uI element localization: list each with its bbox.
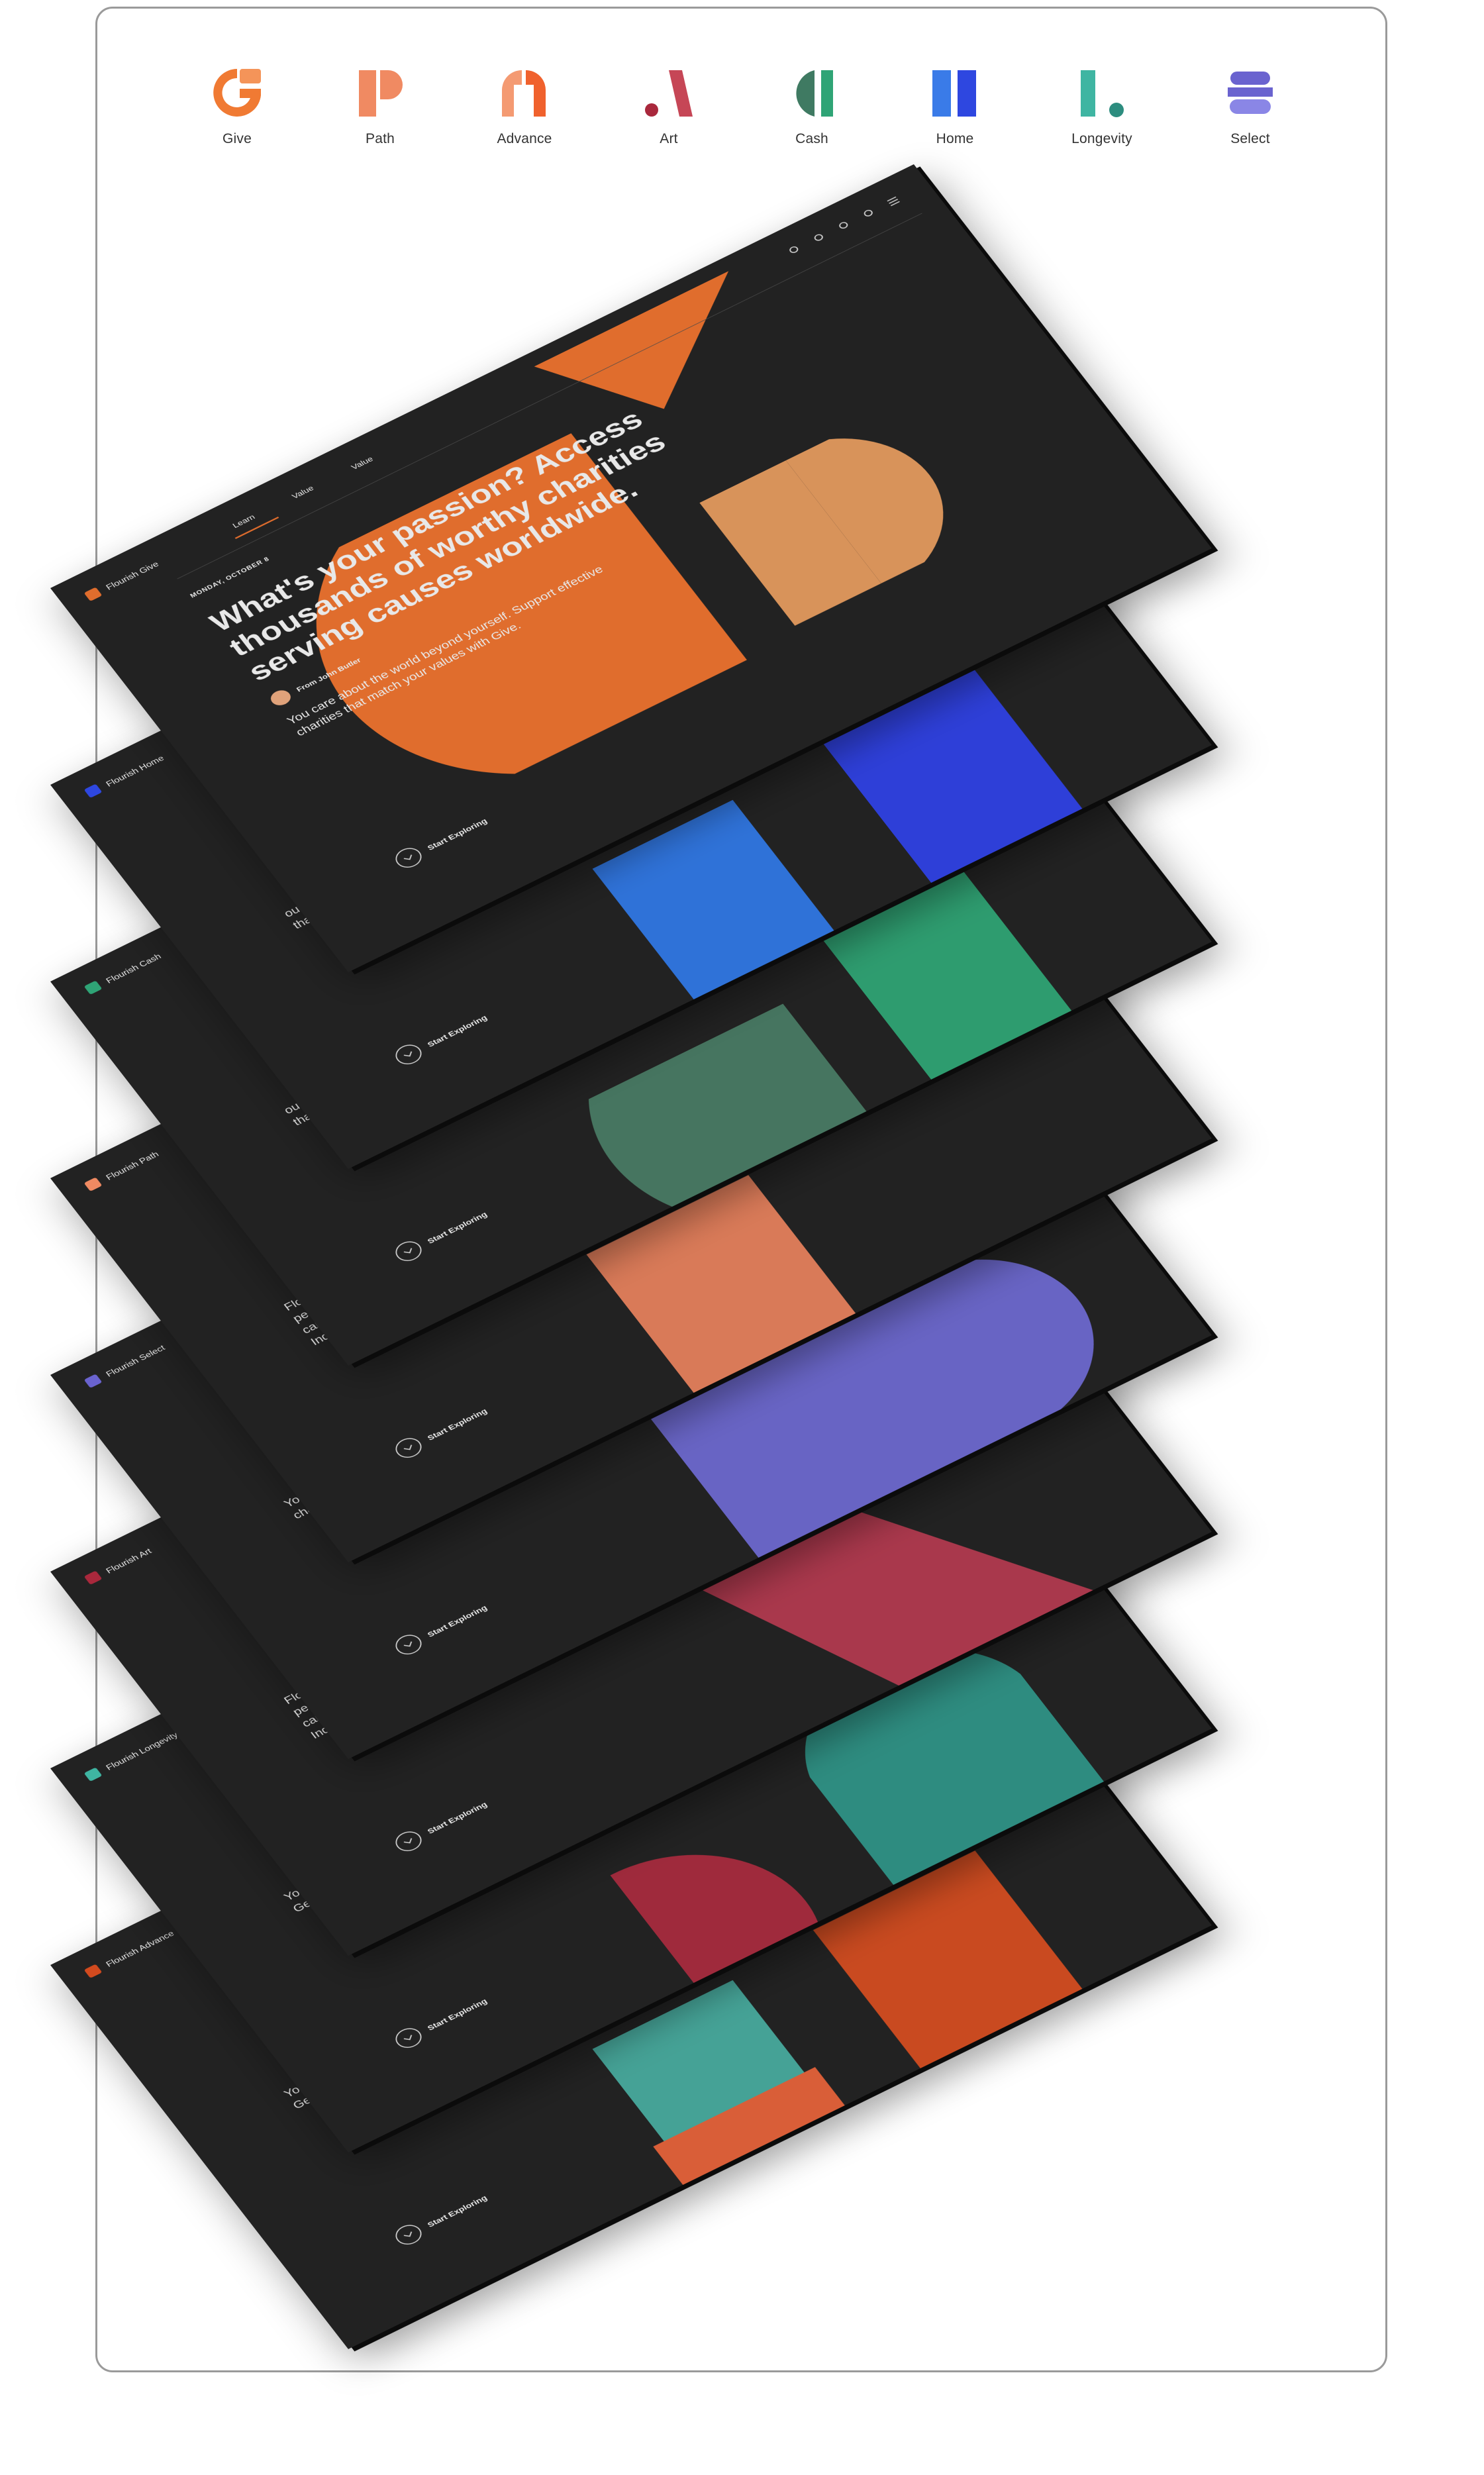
home-logo-icon: [932, 70, 976, 117]
chevron-down-icon: [395, 2028, 422, 2048]
app-logo-icon: [84, 1178, 102, 1191]
app-logo-icon: [84, 784, 102, 797]
path-bar-shape: [586, 1175, 856, 1393]
search-icon[interactable]: [789, 246, 799, 254]
brand-longevity: Longevity: [1056, 66, 1148, 147]
brand-art: Art: [622, 66, 715, 147]
nav-active-underline: [234, 517, 279, 539]
app-logo-icon: [84, 1571, 102, 1584]
art-logo-icon: [645, 70, 693, 117]
app-logo-icon: [84, 587, 102, 601]
chevron-down-icon: [395, 1438, 422, 1458]
brand-label: Path: [366, 131, 395, 146]
longevity-dome-shape: [805, 1649, 1105, 1885]
advance-bar-shape: [813, 1850, 1083, 2068]
brand-select: Select: [1204, 66, 1297, 147]
user-icon[interactable]: [864, 209, 873, 217]
app-logo-icon: [84, 1768, 102, 1781]
give-arch-shape: [699, 460, 881, 626]
brand-label: Select: [1230, 131, 1270, 146]
brand-label: Longevity: [1071, 131, 1132, 146]
bell-icon[interactable]: [814, 234, 824, 242]
cash-bar-shape: [818, 864, 1072, 1080]
brand-label: Advance: [497, 131, 552, 146]
cash-half-circle-shape: [589, 1003, 867, 1207]
chevron-down-icon: [395, 1241, 422, 1261]
app-logo-icon: [84, 981, 102, 994]
select-pill-shape: [645, 1259, 1094, 1558]
menu-icon[interactable]: [887, 196, 900, 207]
cash-logo-icon: [796, 70, 833, 117]
app-logo-icon: [84, 1374, 102, 1388]
longevity-logo-icon: [1081, 70, 1124, 117]
message-icon[interactable]: [838, 221, 848, 229]
give-triangle-shape: [534, 271, 729, 409]
chevron-down-icon: [395, 2225, 422, 2245]
home-left-bar-shape: [592, 799, 834, 999]
brand-logo-row: Give Path Advance Art Cash: [0, 66, 1484, 172]
brand-home: Home: [909, 66, 1001, 147]
brand-label: Cash: [795, 131, 828, 146]
chevron-down-icon: [395, 1044, 422, 1064]
brand-path: Path: [334, 66, 426, 147]
chevron-down-icon: [395, 1831, 422, 1851]
brand-advance: Advance: [478, 66, 571, 147]
advance-logo-icon: [502, 70, 546, 117]
brand-label: Give: [223, 131, 252, 146]
brand-label: Art: [660, 131, 678, 146]
brand-cash: Cash: [766, 66, 858, 147]
select-logo-icon: [1228, 72, 1273, 114]
app-logo-icon: [84, 1964, 102, 1978]
brand-label: Home: [936, 131, 974, 146]
path-logo-icon: [359, 70, 403, 117]
brand-give: Give: [191, 66, 283, 147]
chevron-down-icon: [395, 848, 422, 868]
author-avatar: [271, 690, 291, 705]
chevron-down-icon: [395, 1635, 422, 1654]
give-half-circle-shape: [316, 433, 747, 774]
give-logo-icon: [213, 69, 261, 117]
